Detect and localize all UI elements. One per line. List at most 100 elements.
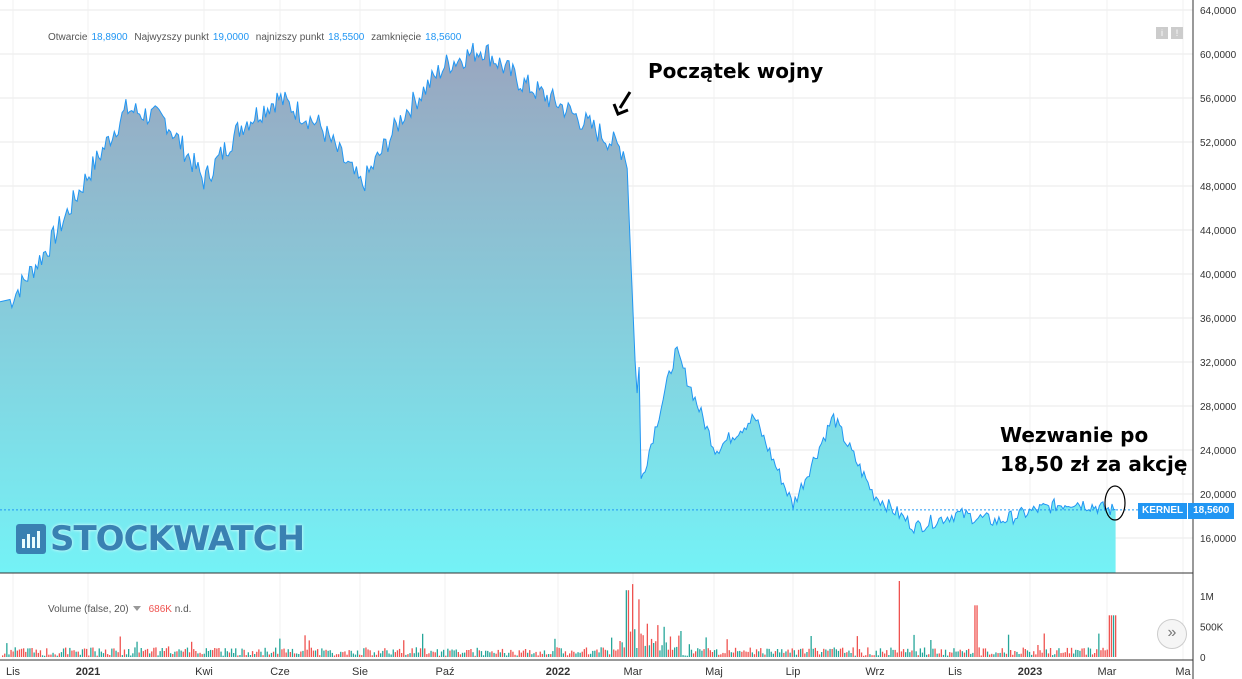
volume-bar [224, 648, 226, 657]
volume-bar [839, 648, 842, 657]
volume-bar [94, 651, 96, 657]
y-tick-label: 24,0000 [1200, 446, 1237, 457]
volume-bar [81, 649, 84, 657]
volume-bar [438, 655, 441, 657]
price-line [0, 42, 1116, 535]
volume-bar [163, 651, 165, 657]
volume-bar [497, 649, 499, 657]
volume-bar [237, 655, 239, 657]
volume-bar [535, 651, 537, 657]
x-tick-label: Maj [705, 666, 723, 678]
volume-bar [768, 648, 770, 657]
volume-bar [1081, 648, 1083, 657]
volume-bar [995, 652, 997, 657]
volume-bar [182, 651, 184, 657]
volume-bar [871, 655, 873, 657]
volume-bar [92, 647, 94, 657]
volume-bar [1060, 653, 1062, 657]
volume-bar [155, 647, 157, 657]
volume-bar [96, 655, 98, 657]
volume-bar [1058, 648, 1060, 657]
volume-bar [680, 631, 682, 657]
volume-bar [2, 655, 4, 657]
volume-tick-label: 1M [1200, 592, 1214, 603]
info-icon[interactable]: i [1156, 27, 1168, 39]
volume-bar [986, 651, 989, 657]
volume-bar [346, 654, 348, 657]
volume-bar [789, 652, 791, 657]
volume-bar [877, 655, 879, 657]
volume-bar [657, 625, 659, 657]
arrow-head-icon [612, 103, 629, 116]
volume-bar [461, 652, 464, 657]
volume-bar [781, 649, 783, 657]
volume-bar [409, 653, 411, 657]
volume-bar [529, 650, 531, 657]
volume-bar [338, 654, 340, 657]
scroll-to-end-button[interactable]: » [1157, 619, 1187, 649]
volume-bar [352, 653, 354, 657]
volume-bar [961, 651, 963, 657]
volume-bar [4, 653, 6, 657]
volume-bar [23, 648, 25, 657]
volume-label: Volume (false, 20) [48, 604, 129, 615]
volume-bar [65, 647, 67, 657]
volume-bar [386, 650, 388, 657]
open-label: Otwarcie [48, 32, 88, 43]
volume-bar [1037, 645, 1039, 657]
volume-bar [592, 650, 594, 657]
volume-bar [902, 649, 905, 657]
open-value: 18,8900 [91, 32, 128, 43]
volume-bar [167, 646, 170, 657]
volume-bar [214, 648, 216, 657]
volume-bar [617, 649, 619, 657]
x-tick-label: Mar [624, 666, 643, 678]
volume-bar [388, 653, 390, 657]
volume-bar [449, 650, 451, 657]
volume-bar [136, 641, 138, 657]
volume-bar [293, 653, 296, 657]
volume-bar [254, 654, 256, 657]
volume-bar [109, 655, 111, 657]
volume-bar [695, 651, 697, 657]
volume-bar [1089, 648, 1092, 657]
y-tick-label: 64,0000 [1200, 6, 1237, 17]
volume-bar [10, 649, 12, 657]
volume-bar [447, 648, 449, 657]
volume-bar [730, 652, 732, 657]
volume-bar [440, 651, 443, 657]
volume-bar [413, 653, 415, 657]
volume-bar [249, 655, 252, 657]
volume-bar [1115, 615, 1117, 657]
volume-bar [921, 652, 924, 657]
volume-bar [1024, 649, 1026, 657]
low-value: 18,5500 [328, 32, 365, 43]
volume-bar [1066, 647, 1068, 657]
volume-bar [787, 649, 789, 657]
volume-dropdown-icon[interactable] [132, 606, 141, 612]
alert-icon[interactable]: ! [1171, 27, 1183, 39]
volume-bar [951, 652, 953, 657]
volume-bar [403, 640, 405, 657]
volume-bar [1106, 649, 1108, 657]
volume-bar [1070, 647, 1073, 657]
volume-bar [1085, 654, 1087, 657]
volume-bar [661, 645, 663, 657]
volume-bar [888, 655, 890, 657]
volume-bar [707, 648, 709, 657]
volume-bar [575, 653, 577, 657]
volume-value: 686K [148, 604, 172, 615]
volume-bar [531, 654, 533, 657]
volume-bar [957, 651, 959, 657]
volume-bar [852, 647, 854, 657]
volume-bar [600, 647, 602, 657]
volume-bar [14, 647, 16, 657]
volume-bar [636, 648, 638, 657]
volume-bar [251, 651, 254, 657]
volume-bar [650, 638, 653, 657]
volume-bar [764, 654, 766, 657]
volume-bar [205, 648, 207, 657]
volume-bar [724, 653, 726, 657]
volume-bar [722, 652, 724, 657]
